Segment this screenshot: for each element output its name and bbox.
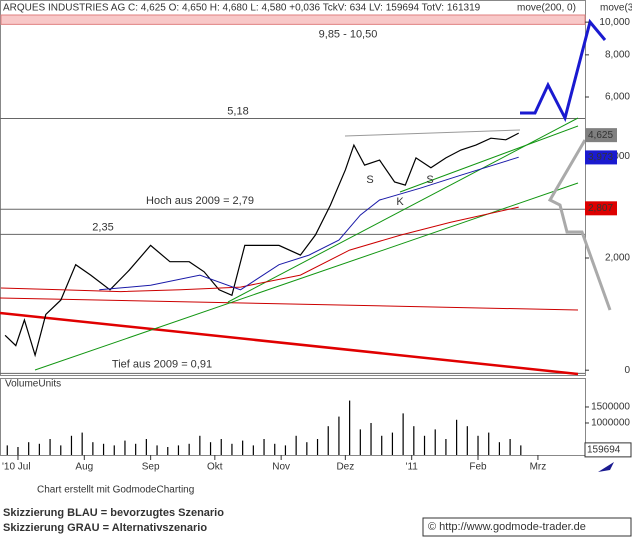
note: Skizzierung GRAU = Alternativszenario: [3, 522, 207, 534]
pattern-label: S: [366, 174, 373, 186]
value-box-label: 2,807: [588, 203, 613, 214]
volume-box-label: 159694: [587, 445, 621, 456]
note: Skizzierung BLAU = bevorzugtes Szenario: [3, 507, 224, 519]
value-box: [585, 201, 617, 216]
x-tick-label: Nov: [272, 462, 290, 473]
trendline: [399, 125, 579, 193]
x-tick-label: Mrz: [530, 462, 547, 473]
value-box-label: 3,973: [588, 152, 613, 163]
scenario-blue: [520, 18, 607, 123]
resistance-band: [0, 14, 586, 25]
layer: [0, 14, 586, 374]
trendline: [227, 117, 579, 303]
series-line: [4, 132, 519, 358]
scenario-grey: [547, 139, 612, 311]
x-tick-label: '11: [406, 462, 419, 473]
trendline: [344, 129, 521, 137]
volume-label: VolumeUnits: [5, 379, 61, 390]
series-line: [99, 156, 519, 291]
pattern-label: S: [426, 174, 433, 186]
y-tick-label: 4,000: [605, 151, 630, 162]
level-label: Hoch aus 2009 = 2,79: [146, 195, 254, 207]
x-tick-label: Sep: [142, 462, 160, 473]
y-tick-label: 0: [624, 365, 630, 376]
band-label: 9,85 - 10,50: [319, 28, 378, 40]
x-tick-label: Dez: [336, 462, 354, 473]
pattern-label: K: [396, 196, 404, 208]
url: © http://www.godmode-trader.de: [428, 521, 586, 533]
series-line: [0, 206, 519, 293]
y-tick-label: 6,000: [605, 92, 630, 103]
volume-tick-label: 1500000: [591, 402, 630, 413]
x-tick-label: Okt: [207, 462, 223, 473]
x-tick-label: Feb: [469, 462, 487, 473]
level-label: 2,35: [92, 221, 113, 233]
volume-panel: [0, 378, 586, 456]
y-tick-label: 2,000: [605, 253, 630, 264]
legend-entry: move(3: [600, 3, 632, 14]
value-box: [585, 150, 617, 165]
x-tick-label: '10 Jul: [2, 462, 31, 473]
x-tick-label: Aug: [75, 462, 93, 473]
trendline: [0, 297, 579, 311]
y-tick-label: 10,000: [599, 17, 630, 28]
value-box-label: 4,625: [588, 130, 613, 141]
y-tick-label: 8,000: [605, 49, 630, 60]
chart-title: ARQUES INDUSTRIES AG C: 4,625 O: 4,650 H…: [3, 3, 481, 14]
url-box: [422, 517, 632, 537]
level-label: 5,18: [227, 105, 248, 117]
trendline: [0, 311, 579, 376]
volume-box: [584, 442, 632, 458]
volume-tick-label: 1000000: [591, 418, 630, 429]
icon: [598, 462, 614, 472]
price-panel: [0, 0, 586, 376]
value-box: [585, 128, 617, 143]
legend-entry: move(200, 0): [517, 3, 576, 14]
credit: Chart erstellt mit GodmodeCharting: [37, 485, 194, 496]
level-label: Tief aus 2009 = 0,91: [112, 358, 212, 370]
